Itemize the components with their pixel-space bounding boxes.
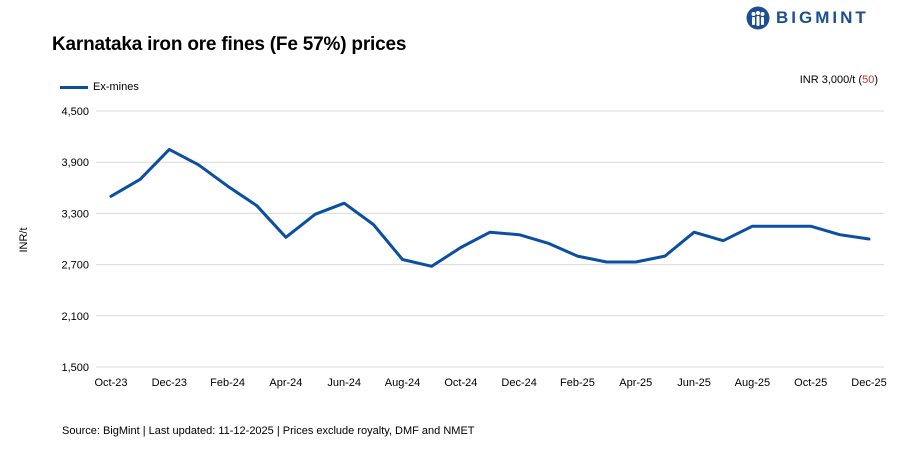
y-tick-label: 2,100 <box>61 311 89 323</box>
x-tick-label: Dec-25 <box>851 377 886 389</box>
bigmint-logo: BIGMINT <box>746 6 869 30</box>
series-line-ex-mines <box>109 147 871 268</box>
x-tick-label: Aug-24 <box>385 377 420 389</box>
source-note: Source: BigMint | Last updated: 11-12-20… <box>62 425 475 437</box>
price-change: 50 <box>862 74 875 86</box>
x-tick-label: Feb-25 <box>560 377 595 389</box>
y-tick-label: 2,700 <box>61 260 89 272</box>
x-tick-label: Oct-24 <box>444 377 477 389</box>
y-tick-label: 3,300 <box>61 208 89 220</box>
x-tick-label: Feb-24 <box>210 377 245 389</box>
legend-swatch <box>60 85 88 89</box>
x-tick-label: Oct-25 <box>794 377 827 389</box>
price-note-suffix: ) <box>874 74 878 86</box>
y-tick-label: 4,500 <box>61 106 89 118</box>
y-tick-label: 1,500 <box>61 362 89 374</box>
line-chart: 1,500 2,100 2,700 3,300 3,900 4,500 Oct-23 Dec-… <box>61 106 886 389</box>
people-icon <box>746 6 770 30</box>
x-tick-label: Apr-24 <box>269 377 302 389</box>
logo-text: BIGMINT <box>776 8 869 27</box>
x-tick-label: Oct-23 <box>94 377 127 389</box>
x-tick-label: Apr-25 <box>619 377 652 389</box>
x-tick-label: Dec-23 <box>152 377 187 389</box>
price-note-prefix: INR 3,000/t ( <box>799 74 863 86</box>
y-tick-label: 3,900 <box>61 157 89 169</box>
price-note: INR 3,000/t (50) <box>800 74 878 86</box>
legend: Ex-mines <box>60 81 139 93</box>
x-tick-label: Jun-25 <box>677 377 711 389</box>
x-tick-label: Aug-25 <box>735 377 770 389</box>
x-tick-label: Jun-24 <box>327 377 361 389</box>
legend-label: Ex-mines <box>93 81 139 93</box>
chart-title: Karnataka iron ore fines (Fe 57%) prices <box>52 34 407 55</box>
x-tick-label: Dec-24 <box>501 377 536 389</box>
